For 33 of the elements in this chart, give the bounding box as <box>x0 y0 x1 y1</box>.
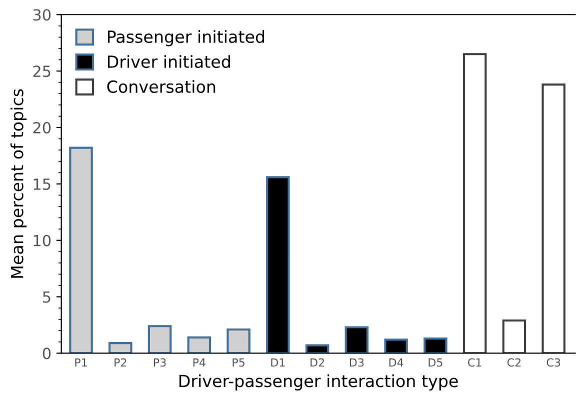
bar <box>226 328 250 354</box>
x-tick-label: C2 <box>507 358 520 367</box>
x-tick-label: D3 <box>350 358 364 367</box>
x-tick-label: D2 <box>310 358 324 367</box>
bar <box>108 342 132 354</box>
y-tick-label: 0 <box>42 348 51 360</box>
y-tick-label: 25 <box>33 66 50 78</box>
x-tick-label: P1 <box>75 358 87 367</box>
x-tick-label: D1 <box>271 358 285 367</box>
legend-label: Conversation <box>107 80 216 93</box>
y-tick-label: 10 <box>34 234 51 246</box>
x-tick-label: C3 <box>546 358 560 367</box>
x-tick-label: P5 <box>232 358 244 367</box>
y-axis-title: Mean percent of topics <box>10 89 27 278</box>
x-tick-label: P3 <box>154 358 166 367</box>
bar <box>542 84 566 354</box>
legend-label: Driver initiated <box>108 55 230 68</box>
bar <box>148 325 172 354</box>
x-tick-label: D5 <box>428 358 442 367</box>
bar <box>502 319 526 354</box>
y-tick-label: 5 <box>43 291 50 303</box>
y-tick-label: 15 <box>34 178 50 190</box>
bar <box>187 336 212 354</box>
x-tick-label: C1 <box>468 358 482 367</box>
y-tick-label: 20 <box>33 122 51 134</box>
x-tick-label: P4 <box>193 358 206 367</box>
bar <box>462 53 487 354</box>
x-tick-label: D4 <box>389 358 404 367</box>
bar <box>69 146 93 354</box>
y-tick-label: 30 <box>33 9 51 21</box>
legend-label: Passenger initiated <box>108 30 264 46</box>
x-axis-title: Driver-passenger interaction type <box>179 374 458 391</box>
x-tick-label: P2 <box>114 358 126 367</box>
